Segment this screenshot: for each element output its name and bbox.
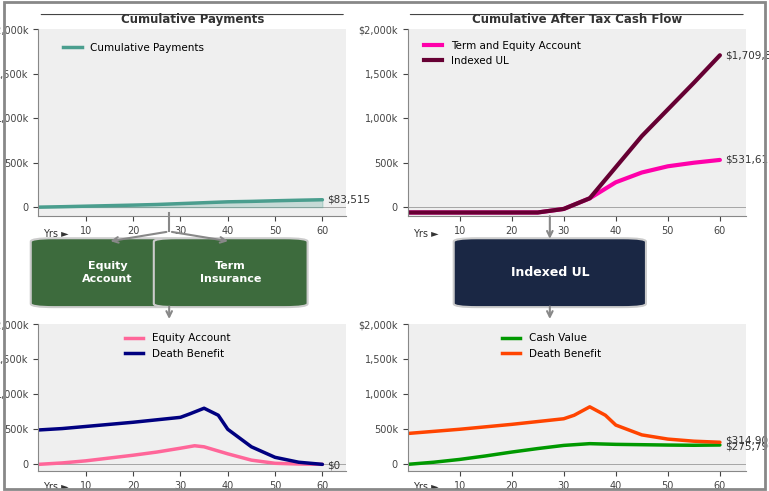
Text: Equity
Account: Equity Account: [82, 261, 133, 284]
Legend: Term and Equity Account, Indexed UL: Term and Equity Account, Indexed UL: [420, 36, 585, 70]
Text: Term
Insurance: Term Insurance: [200, 261, 261, 284]
Title: Cumulative Payments: Cumulative Payments: [121, 12, 264, 26]
Text: Indexed UL: Indexed UL: [511, 266, 589, 279]
Text: $0: $0: [327, 461, 340, 470]
Legend: Equity Account, Death Benefit: Equity Account, Death Benefit: [121, 329, 235, 363]
Legend: Cash Value, Death Benefit: Cash Value, Death Benefit: [498, 329, 605, 363]
Text: $314,903: $314,903: [725, 436, 769, 446]
Text: Yrs ►: Yrs ►: [413, 482, 438, 491]
Text: Yrs ►: Yrs ►: [43, 482, 68, 491]
FancyBboxPatch shape: [454, 238, 646, 307]
Text: $275,796: $275,796: [725, 441, 769, 451]
Text: Yrs ►: Yrs ►: [43, 229, 68, 240]
Legend: Cumulative Payments: Cumulative Payments: [59, 38, 208, 57]
Text: $1,709,812: $1,709,812: [725, 50, 769, 60]
FancyBboxPatch shape: [31, 238, 185, 307]
Text: $531,617: $531,617: [725, 155, 769, 165]
Text: Yrs ►: Yrs ►: [413, 229, 438, 240]
Title: Cumulative After Tax Cash Flow: Cumulative After Tax Cash Flow: [471, 12, 682, 26]
FancyBboxPatch shape: [154, 238, 308, 307]
Text: $83,515: $83,515: [327, 195, 370, 205]
